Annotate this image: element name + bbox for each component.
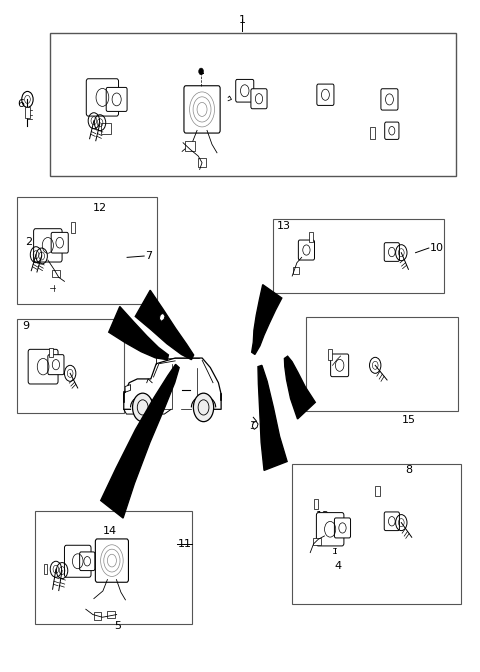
Text: 6: 6 — [17, 99, 24, 110]
Bar — [313, 538, 321, 545]
Text: 15: 15 — [401, 415, 415, 425]
FancyBboxPatch shape — [80, 552, 95, 571]
Polygon shape — [285, 356, 315, 419]
Bar — [52, 269, 60, 277]
Bar — [17, 319, 124, 413]
Bar — [309, 232, 313, 242]
Bar — [49, 348, 53, 358]
Polygon shape — [252, 421, 258, 429]
FancyBboxPatch shape — [299, 240, 314, 260]
Polygon shape — [125, 384, 131, 392]
Polygon shape — [258, 366, 287, 470]
Text: 11: 11 — [179, 539, 192, 549]
Text: 13: 13 — [277, 221, 291, 231]
FancyBboxPatch shape — [384, 512, 399, 531]
FancyBboxPatch shape — [384, 243, 399, 261]
Polygon shape — [101, 364, 179, 518]
FancyBboxPatch shape — [28, 349, 58, 384]
Text: 5: 5 — [114, 621, 121, 631]
FancyBboxPatch shape — [251, 89, 267, 109]
FancyBboxPatch shape — [335, 518, 350, 538]
Circle shape — [193, 393, 214, 421]
Bar — [185, 141, 195, 151]
Circle shape — [132, 393, 153, 421]
FancyBboxPatch shape — [381, 89, 398, 110]
Text: 2: 2 — [25, 237, 33, 247]
Bar — [293, 267, 300, 274]
Bar — [273, 219, 444, 293]
Bar — [25, 108, 30, 118]
FancyBboxPatch shape — [316, 513, 344, 546]
FancyBboxPatch shape — [34, 228, 62, 262]
FancyBboxPatch shape — [96, 539, 129, 582]
Text: 4: 4 — [335, 561, 342, 571]
FancyBboxPatch shape — [51, 233, 68, 253]
Polygon shape — [147, 379, 152, 383]
Bar — [328, 349, 332, 360]
FancyBboxPatch shape — [184, 86, 220, 133]
FancyBboxPatch shape — [48, 355, 64, 375]
FancyBboxPatch shape — [86, 79, 119, 116]
Bar — [71, 222, 75, 233]
Polygon shape — [124, 358, 221, 409]
Bar — [44, 564, 48, 575]
Text: 8: 8 — [405, 464, 412, 474]
Polygon shape — [109, 306, 168, 360]
FancyBboxPatch shape — [384, 122, 399, 139]
Text: 10: 10 — [430, 243, 444, 253]
Text: 1: 1 — [239, 15, 246, 25]
Polygon shape — [252, 285, 282, 354]
Circle shape — [199, 68, 204, 75]
FancyBboxPatch shape — [106, 87, 127, 112]
FancyBboxPatch shape — [317, 84, 334, 106]
Bar — [17, 198, 157, 304]
Bar — [314, 499, 318, 509]
Bar — [198, 159, 206, 167]
FancyBboxPatch shape — [236, 79, 254, 102]
Text: 12: 12 — [316, 511, 330, 521]
Bar — [101, 124, 111, 134]
Bar — [35, 511, 192, 624]
Polygon shape — [135, 290, 193, 360]
Polygon shape — [159, 313, 165, 321]
Text: 3: 3 — [250, 421, 256, 431]
Text: 7: 7 — [145, 251, 152, 261]
Text: 12: 12 — [93, 203, 107, 213]
Bar — [50, 33, 456, 176]
Bar — [375, 486, 380, 496]
Text: 14: 14 — [102, 526, 117, 536]
Bar — [107, 611, 115, 618]
Bar — [306, 317, 458, 411]
Text: 9: 9 — [22, 321, 29, 331]
Text: 3: 3 — [155, 312, 162, 323]
Bar — [292, 464, 461, 604]
Bar — [371, 127, 375, 138]
Bar — [94, 612, 101, 620]
FancyBboxPatch shape — [331, 354, 348, 376]
FancyBboxPatch shape — [64, 545, 91, 577]
